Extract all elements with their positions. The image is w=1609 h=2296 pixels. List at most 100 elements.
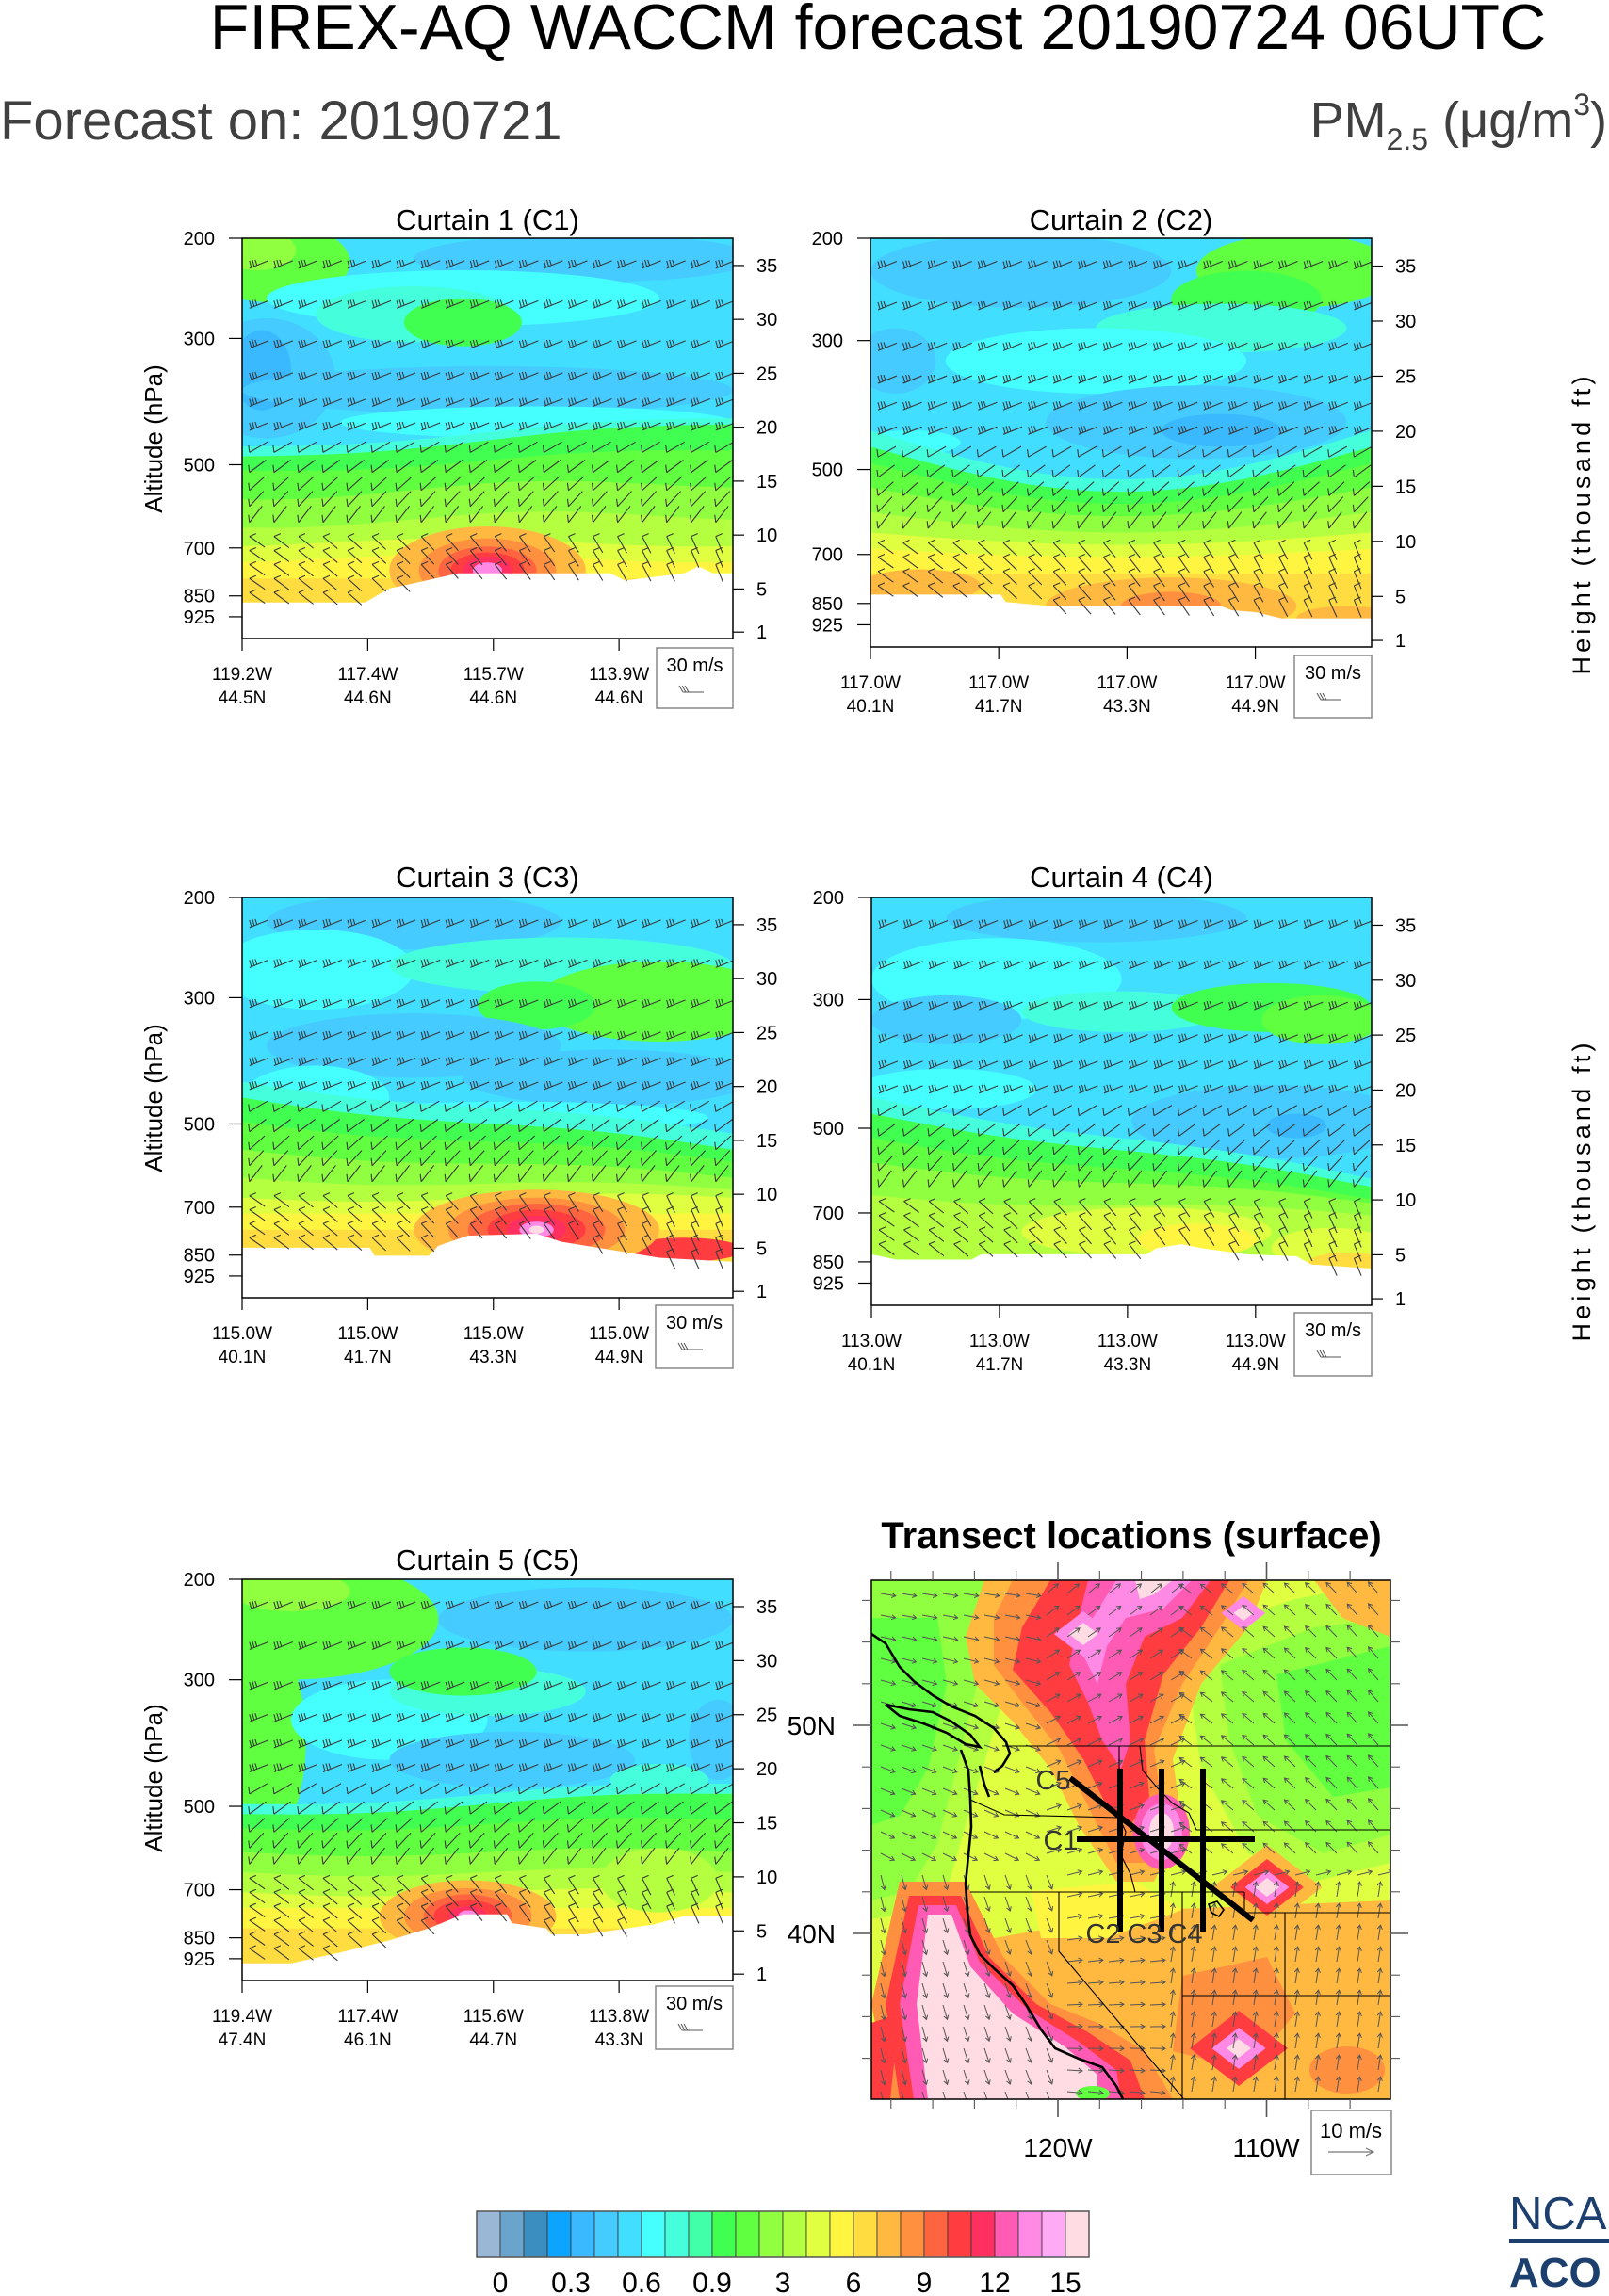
wind-barb (273, 1874, 290, 1890)
wind-vector (1108, 1693, 1123, 1703)
wind-barb (1203, 1226, 1215, 1246)
wind-barb (543, 918, 563, 929)
wind-barb (298, 574, 314, 591)
wind-barb (877, 1170, 892, 1188)
wind-barb (444, 1150, 461, 1167)
wind-vector (1178, 1626, 1193, 1638)
wind-barb (690, 476, 707, 492)
wind-vector (921, 1896, 929, 1913)
wind-barb (927, 582, 944, 598)
wind-vector (1356, 2011, 1362, 2028)
wind-barb (1253, 300, 1274, 311)
wind-vector (1252, 1989, 1259, 2006)
wind-barb (1052, 1170, 1067, 1188)
wind-barb (715, 1713, 733, 1722)
y2-tick-label: 1 (756, 1965, 767, 1985)
map-contour-fill (1309, 2046, 1385, 2094)
wind-barb (714, 1165, 729, 1183)
wind-vector (1262, 1625, 1276, 1638)
wind-barb (1078, 1033, 1098, 1043)
wind-barb (249, 1902, 266, 1918)
wind-vector (921, 2004, 929, 2021)
transect-label: C5 (1035, 1766, 1070, 1796)
y2-tick-label: 1 (1395, 631, 1406, 652)
wind-barb (445, 1641, 465, 1651)
wind-barb (691, 918, 710, 929)
wind-barb (298, 918, 318, 929)
wind-barb (616, 506, 631, 524)
wind-barb (322, 1738, 343, 1749)
y2-tick-label: 30 (756, 1651, 777, 1672)
wind-barb (1027, 496, 1043, 513)
wind-barb (666, 1248, 675, 1269)
wind-barb (1052, 1105, 1073, 1117)
wind-barb (419, 1135, 437, 1151)
wind-barb (1102, 300, 1123, 311)
wind-barb (617, 1220, 627, 1241)
wind-barb (566, 491, 583, 508)
wind-barb (1227, 596, 1240, 617)
wind-vector (1129, 1781, 1145, 1789)
wind-barb (616, 1847, 631, 1865)
wind-barb (902, 568, 918, 584)
wind-vector (1231, 2054, 1238, 2071)
wind-barb (444, 476, 462, 492)
wind-vector (1376, 2054, 1383, 2071)
wind-vector (1149, 2023, 1166, 2029)
wind-vector (1273, 1989, 1279, 2006)
y-tick-label: 500 (812, 461, 843, 481)
wind-barb (593, 1874, 604, 1895)
wind-barb (322, 1205, 338, 1222)
colorbar-swatch (711, 2210, 737, 2258)
wind-barb (715, 339, 733, 349)
wind-barb (1228, 1084, 1248, 1094)
wind-vector (1314, 1946, 1321, 1963)
x-tick-label-lon: 119.2W (212, 665, 272, 685)
wind-barb (592, 959, 612, 968)
wind-barb (1078, 1240, 1093, 1259)
wind-vector (1305, 1755, 1317, 1768)
wind-barb (1253, 582, 1264, 603)
forecast-date: Forecast on: 20190721 (0, 90, 562, 152)
wind-barb (543, 1600, 563, 1610)
wind-vector (1169, 1967, 1176, 1984)
wind-barb (978, 960, 999, 970)
wind-barb (371, 1080, 392, 1091)
wind-barb (322, 574, 338, 591)
wind-barb (1177, 481, 1195, 496)
wind-vector (942, 2047, 950, 2064)
wind-vector (1283, 1669, 1296, 1681)
wind-barb (1302, 1140, 1320, 1156)
wind-barb (420, 1680, 441, 1690)
wind-barb (691, 421, 710, 431)
wind-barb (322, 1234, 338, 1251)
wind-vector (1087, 1869, 1104, 1876)
wind-barb (469, 1874, 483, 1894)
y-tick-label: 500 (184, 1114, 215, 1135)
wind-barb (298, 259, 318, 269)
wind-barb (517, 1165, 533, 1183)
wind-vector (1149, 2090, 1166, 2096)
wind-barb (395, 1135, 413, 1151)
wind-barb (1277, 464, 1296, 478)
wind-vector (1087, 2067, 1104, 2074)
wind-barb (1327, 1155, 1344, 1172)
x-tick-label-lat: 43.3N (595, 2030, 643, 2050)
wind-barb (1002, 1140, 1020, 1156)
wind-vector (1346, 1711, 1358, 1724)
wind-barb (877, 401, 898, 411)
wind-barb (1002, 1123, 1021, 1137)
wind-barb (567, 397, 588, 408)
wind-barb (468, 1783, 489, 1795)
wind-barb (665, 1135, 683, 1151)
wind-barbs (877, 919, 1372, 1276)
wind-vector (1066, 1803, 1083, 1811)
wind-barb (518, 546, 531, 566)
x-tick-label-lon: 115.0W (212, 1324, 272, 1344)
contour-fill (389, 1647, 537, 1696)
wind-barb (1078, 1212, 1093, 1231)
wind-barb (690, 506, 705, 524)
wind-barb (419, 1801, 439, 1815)
wind-barb (517, 460, 537, 474)
y-tick-label: 500 (813, 1119, 844, 1140)
